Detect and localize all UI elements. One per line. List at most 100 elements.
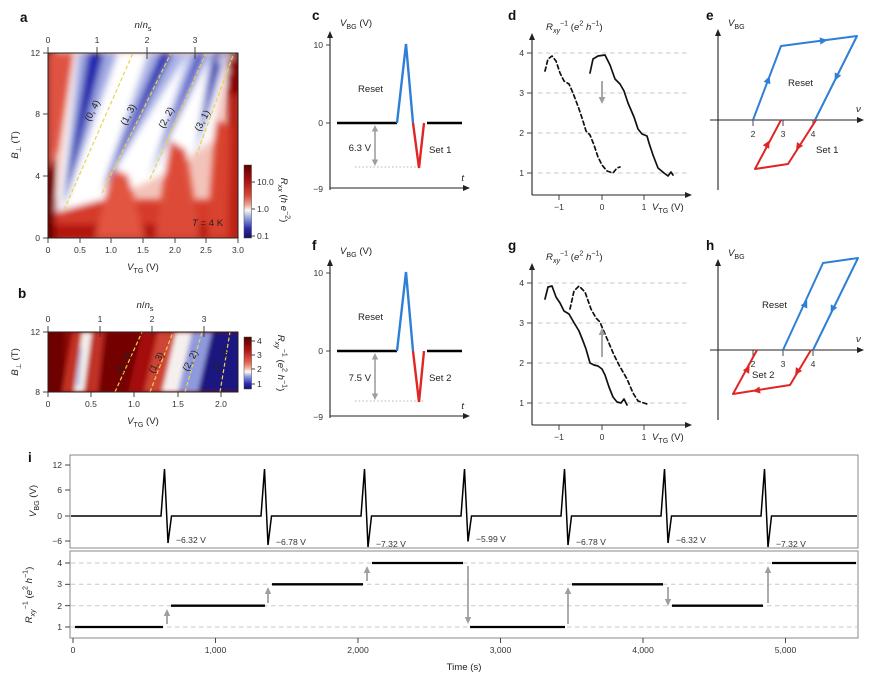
tick-label: 1,000: [205, 645, 227, 655]
h-set-label: Set 2: [752, 370, 774, 381]
a-x-axis-label: VTG (V): [127, 262, 159, 275]
panel-letter-b: b: [18, 286, 26, 301]
tick-label: 1: [519, 168, 524, 178]
a-y-axis: 0 4 8 12 B⊥ (T): [10, 48, 48, 243]
panel-letter-a: a: [20, 10, 28, 25]
tick-label: 0: [46, 35, 51, 45]
tick-label: 5,000: [775, 645, 797, 655]
pulse-label: −7.32 V: [776, 539, 806, 549]
temperature-annotation: T = 4 K: [192, 218, 224, 229]
tick-label: 0.1: [257, 231, 269, 241]
a-top-axis: 0 1 2 3 n/ns: [46, 20, 198, 59]
tick-label: 3: [57, 579, 62, 589]
panel-letter-c: c: [312, 8, 320, 23]
b-top-axis-label: n/ns: [137, 300, 154, 313]
dashed-line-31: [219, 332, 231, 392]
h-set-loop: [732, 349, 812, 395]
b-colorbar-label: Rxy−1 (e2 h−1): [273, 335, 289, 392]
tick-label: 10: [313, 40, 323, 50]
f-set-label: Set 2: [429, 373, 451, 384]
tick-label: 2.5: [200, 245, 212, 255]
tick-label: 4: [519, 48, 524, 58]
c-reset-label: Reset: [358, 84, 383, 95]
tick-label: 0: [318, 346, 323, 356]
i-x-axis-label: Time (s): [447, 662, 482, 673]
tick-label: 0.5: [74, 245, 86, 255]
i-bottom-frame: [69, 550, 859, 639]
tick-label: 1: [95, 35, 100, 45]
c-reset-pulse: [395, 43, 415, 124]
tick-label: 3: [193, 35, 198, 45]
dashed-line-22: [184, 332, 203, 392]
tick-label: 0: [46, 245, 51, 255]
tick-label: 4: [57, 558, 62, 568]
g-curve-solid: [544, 285, 628, 406]
e-x-axis-label: ν: [856, 104, 861, 115]
c-delta-label: 6.3 V: [349, 143, 372, 154]
tick-label: 12: [30, 48, 40, 58]
i-bottom-y-axis: 4 3 2 1 Rxy−1 (e2 h−1): [22, 558, 70, 632]
panel-g: g 4 3 2 1 −1 0 1 Rxy−1 (e2 h−1) VTG (V): [508, 238, 692, 445]
tick-label: 1: [642, 432, 647, 442]
panel-letter-h: h: [706, 238, 714, 253]
i-top-y-axis-label: VBG (V): [28, 485, 41, 517]
dashed-line-13: [101, 53, 172, 194]
a-top-axis-label: n/ns: [135, 20, 152, 33]
tick-label: 2,000: [347, 645, 369, 655]
tick-label: 3,000: [490, 645, 512, 655]
b-y-axis-label: B⊥ (T): [10, 348, 23, 376]
d-x-axis-label: VTG (V): [652, 202, 684, 215]
tick-label: −1: [554, 202, 564, 212]
heatmap-a: [48, 53, 238, 238]
tick-label: 2.0: [169, 245, 181, 255]
heatmap-b: [48, 332, 238, 392]
panel-d: d 4 3 2 1 −1 0 1 Rxy−1 (e2 h−1) VTG (V): [508, 8, 692, 215]
tick-label: 12: [30, 327, 40, 337]
tick-label: 0: [318, 118, 323, 128]
tick-label: 2: [145, 35, 150, 45]
tick-label: 0: [71, 645, 76, 655]
tick-label: 3.0: [232, 245, 244, 255]
i-pulse-labels: −6.32 V −6.78 V −7.32 V −5.99 V −6.78 V …: [176, 534, 806, 549]
tick-label: 4: [519, 278, 524, 288]
d-curve-dashed: [544, 55, 621, 174]
dashed-line-13: [149, 332, 174, 392]
tick-label: 2: [519, 128, 524, 138]
i-top-y-axis: 12 6 0 −6 VBG (V): [28, 460, 70, 546]
tick-label: 4: [811, 129, 816, 139]
c-y-axis-label: VBG (V): [340, 18, 372, 31]
d-curve-solid: [589, 54, 674, 177]
tick-label: 1: [519, 398, 524, 408]
a-x-axis: 0 0.5 1.0 1.5 2.0 2.5 3.0 VTG (V): [46, 238, 244, 275]
c-x-axis-label: t: [461, 173, 464, 184]
panel-e: e 2 3 4 VBG ν Reset Set 1: [706, 8, 864, 190]
tick-label: 1: [642, 202, 647, 212]
dashed-line-31: [195, 53, 235, 157]
panel-letter-g: g: [508, 238, 516, 253]
tick-label: 3: [781, 359, 786, 369]
tick-label: 0: [600, 202, 605, 212]
dashed-line-04: [114, 332, 143, 392]
h-x-axis-label: ν: [856, 334, 861, 345]
a-colorbar-label: Rxx (h e−2): [276, 178, 292, 223]
tick-label: 4: [257, 336, 262, 346]
tick-label: 3: [519, 318, 524, 328]
tick-label: 2: [751, 359, 756, 369]
pulse-label: −6.32 V: [176, 535, 206, 545]
a-colorbar: 10.0 1.0 0.1 Rxx (h e−2): [243, 164, 292, 241]
tick-label: −9: [313, 412, 323, 422]
dashed-line-22: [149, 53, 207, 180]
d-y-axis-label: Rxy−1 (e2 h−1): [546, 20, 603, 36]
h-y-axis-label: VBG: [728, 248, 745, 261]
tick-label: 4,000: [632, 645, 654, 655]
i-transition-arrows: [166, 566, 769, 624]
b-x-axis-label: VTG (V): [127, 416, 159, 429]
pulse-label: −6.78 V: [276, 537, 306, 547]
f-delta-label: 7.5 V: [349, 373, 372, 384]
tick-label: 1.0: [105, 245, 117, 255]
tick-label: 1.0: [128, 399, 140, 409]
plot-frame-b: [47, 331, 239, 393]
tick-label: −9: [313, 184, 323, 194]
